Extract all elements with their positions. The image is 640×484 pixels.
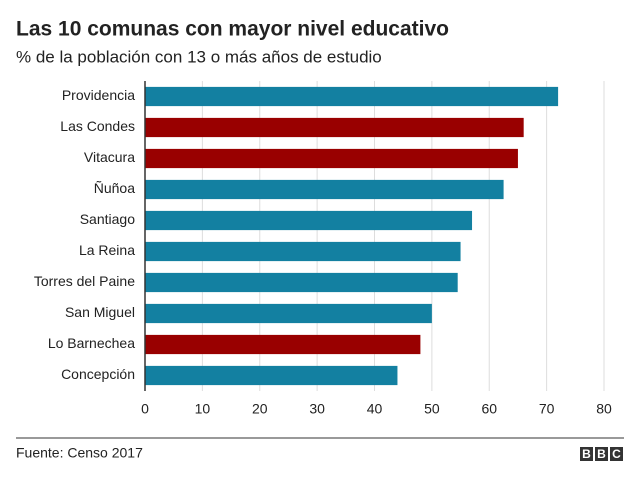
bar xyxy=(145,303,432,324)
x-tick-label: 50 xyxy=(424,401,440,417)
bar xyxy=(145,179,504,200)
x-tick-label: 20 xyxy=(252,401,268,417)
logo-box xyxy=(595,447,608,461)
y-tick-label: Providencia xyxy=(62,87,135,103)
source: Fuente: Censo 2017 xyxy=(16,445,143,461)
y-tick-label: Lo Barnechea xyxy=(48,335,135,351)
logo-letter: B xyxy=(597,447,606,461)
y-tick-label: La Reina xyxy=(79,242,135,258)
x-tick-label: 10 xyxy=(195,401,211,417)
x-tick-label: 60 xyxy=(481,401,497,417)
logo-box xyxy=(610,447,623,461)
x-tick-label: 30 xyxy=(309,401,325,417)
y-tick-label: Concepción xyxy=(61,366,135,382)
x-tick-label: 70 xyxy=(539,401,555,417)
y-tick-label: Las Condes xyxy=(60,118,135,134)
bar xyxy=(145,334,421,355)
bar xyxy=(145,365,398,386)
chart-subtitle: % de la población con 13 o más años de e… xyxy=(16,47,382,66)
y-tick-label: Santiago xyxy=(80,211,135,227)
bar xyxy=(145,148,518,169)
bar xyxy=(145,117,524,138)
x-tick-label: 0 xyxy=(141,401,149,417)
bar xyxy=(145,86,559,107)
y-tick-label: Vitacura xyxy=(84,149,135,165)
y-tick-label: Torres del Paine xyxy=(34,273,135,289)
chart-title: Las 10 comunas con mayor nivel educativo xyxy=(16,18,449,41)
logo-box xyxy=(580,447,593,461)
bar xyxy=(145,272,458,293)
logo-letter: C xyxy=(612,447,621,461)
bar xyxy=(145,241,461,262)
bar xyxy=(145,210,473,231)
logo-letter: B xyxy=(582,447,591,461)
x-tick-label: 80 xyxy=(596,401,612,417)
y-tick-label: San Miguel xyxy=(65,304,135,320)
y-tick-label: Ñuñoa xyxy=(94,180,135,196)
x-tick-label: 40 xyxy=(367,401,383,417)
